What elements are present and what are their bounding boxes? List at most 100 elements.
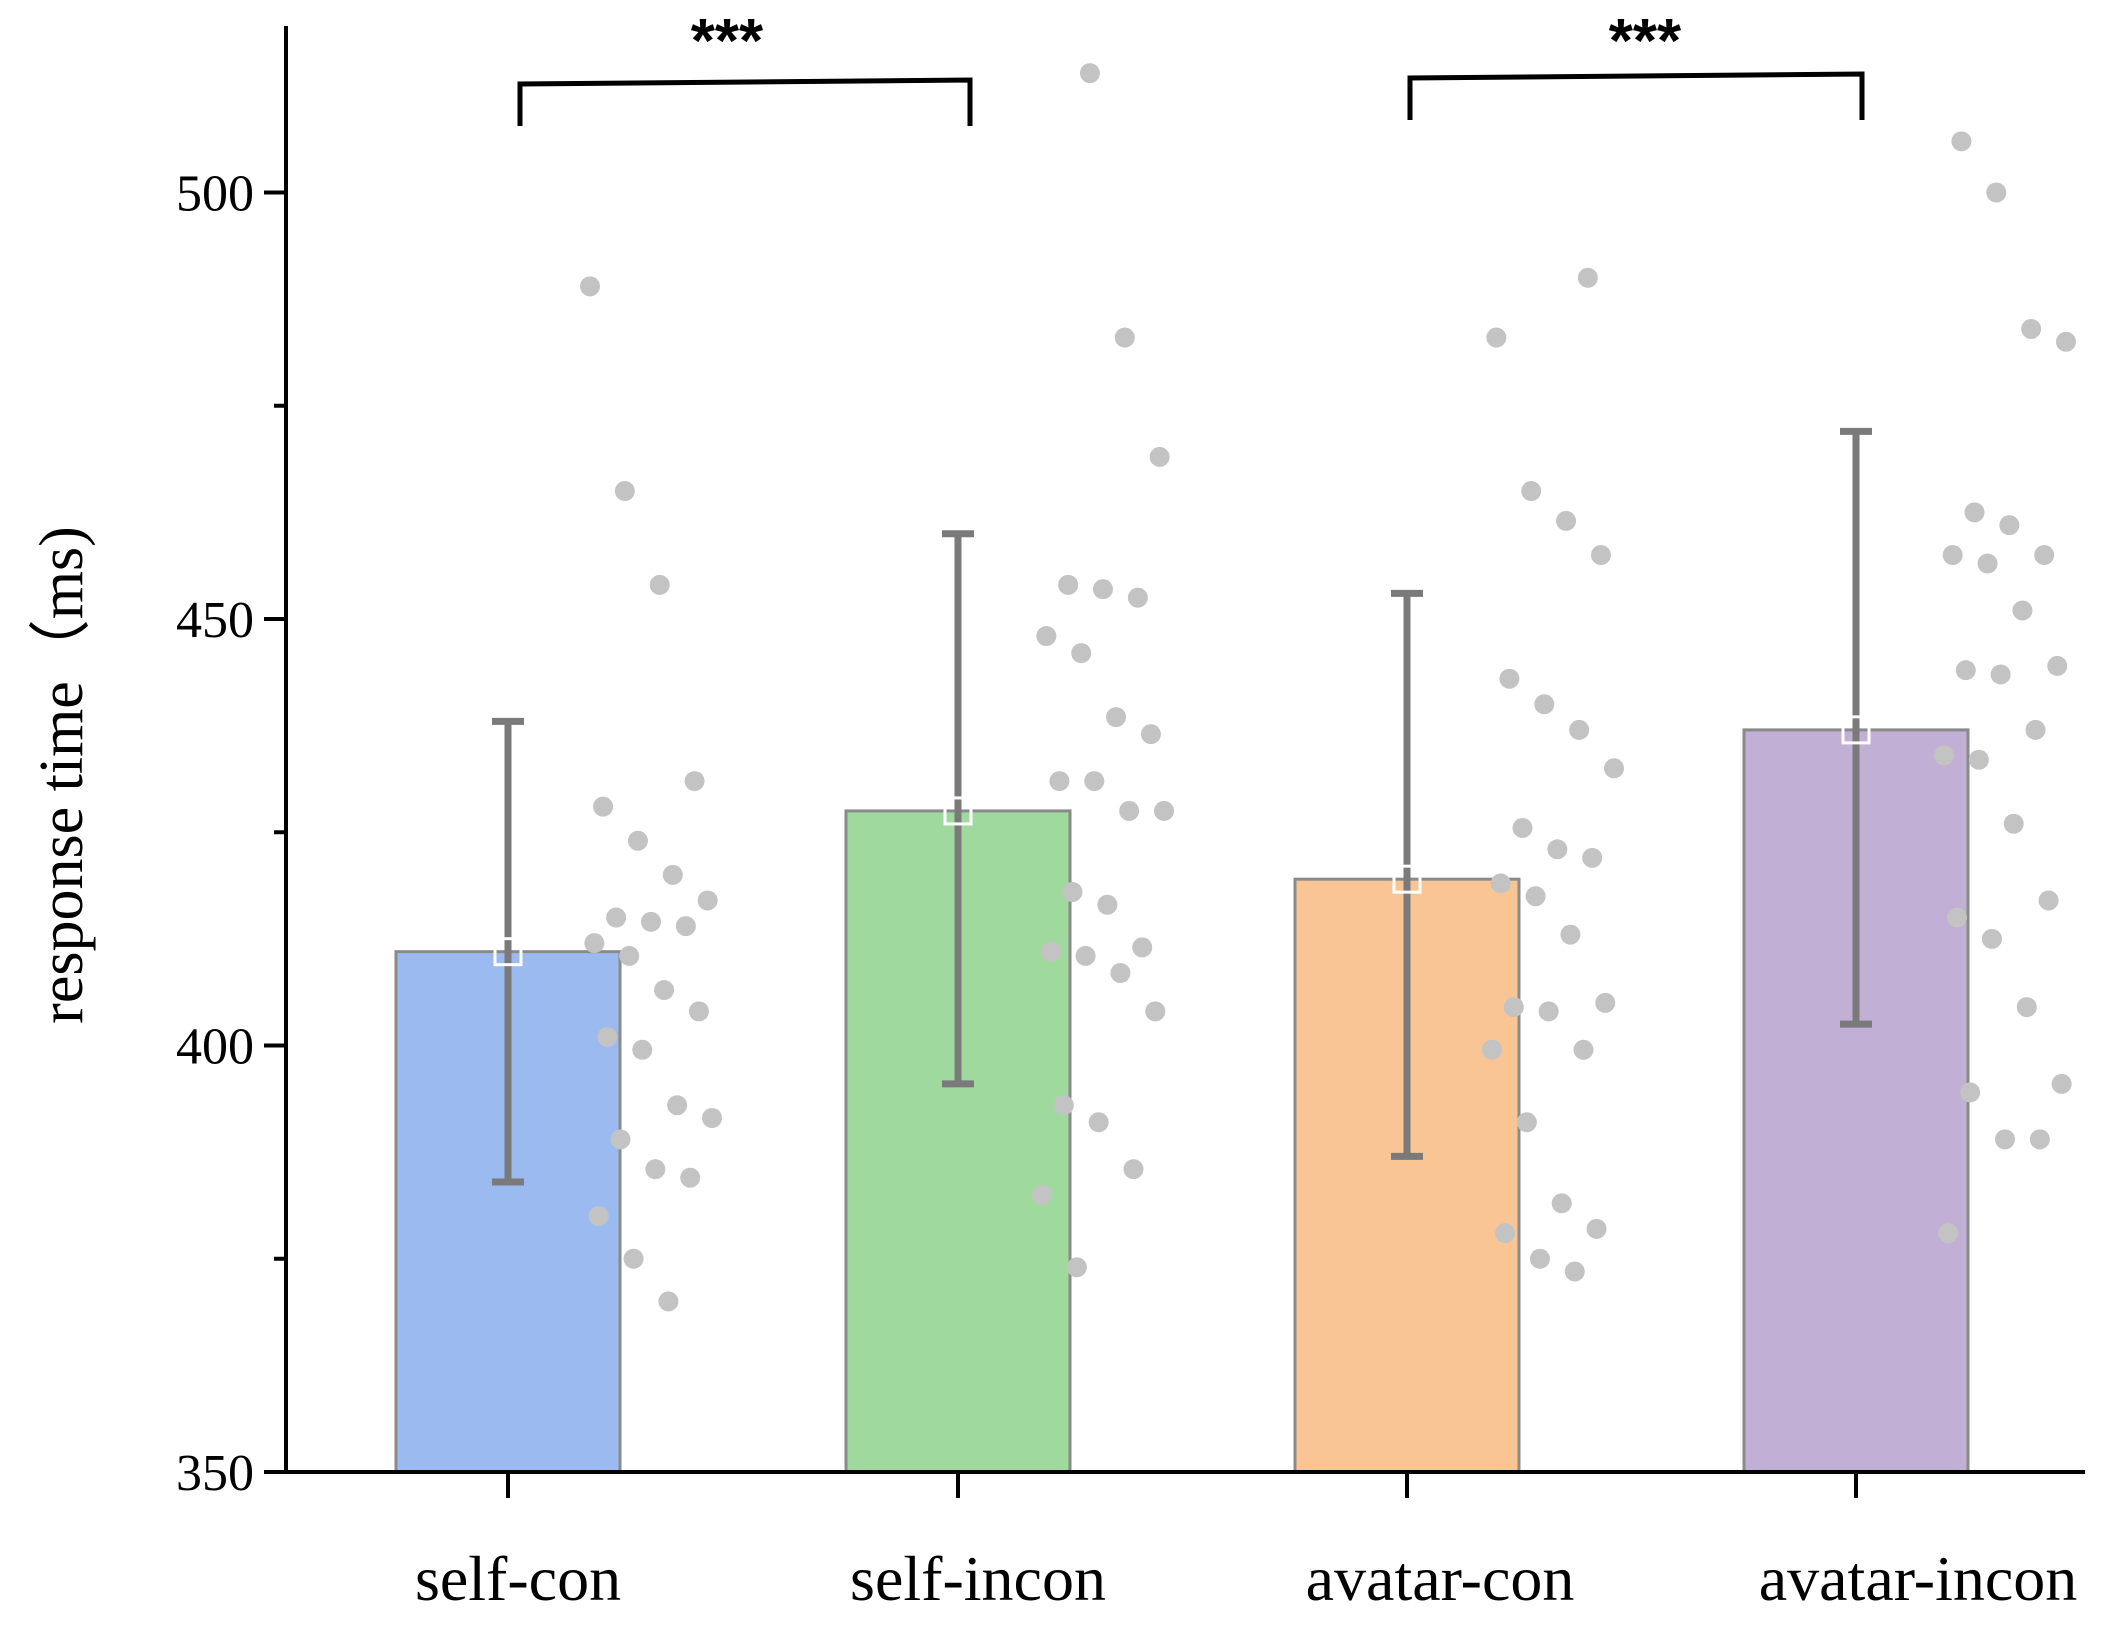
- data-point-self-incon: [1106, 707, 1127, 728]
- data-point-self-con: [702, 1108, 722, 1129]
- data-point-avatar-incon: [2021, 318, 2042, 339]
- data-point-avatar-con: [1529, 1248, 1550, 1269]
- data-point-avatar-incon: [1977, 553, 1998, 574]
- data-point-avatar-con: [1525, 886, 1546, 907]
- data-point-self-con: [580, 276, 600, 297]
- data-point-self-con: [610, 1129, 631, 1150]
- data-point-self-incon: [1058, 574, 1079, 595]
- data-point-avatar-con: [1490, 873, 1511, 894]
- data-point-self-con: [649, 574, 670, 595]
- data-point-avatar-incon: [1934, 745, 1954, 766]
- data-point-avatar-incon: [1947, 907, 1968, 928]
- mean-marker-self-incon: [943, 796, 973, 826]
- data-point-self-incon: [1084, 771, 1105, 792]
- data-point-self-incon: [1040, 941, 1061, 962]
- x-tick-label-avatar-con: avatar-con: [1306, 1543, 1575, 1614]
- data-point-self-con: [658, 1291, 679, 1312]
- y-tick-label-400: 400: [176, 1019, 254, 1076]
- data-point-avatar-incon: [1981, 928, 2002, 949]
- data-point-self-incon: [1049, 771, 1070, 792]
- data-point-self-con: [654, 980, 675, 1001]
- data-point-self-incon: [1127, 587, 1148, 608]
- data-point-self-con: [584, 933, 605, 954]
- scatter-points-layer: [580, 63, 2076, 1312]
- data-point-self-incon: [1119, 800, 1140, 821]
- data-point-self-incon: [1140, 724, 1161, 745]
- data-point-avatar-con: [1556, 510, 1577, 531]
- data-point-avatar-incon: [2012, 600, 2033, 621]
- data-point-self-incon: [1062, 881, 1083, 902]
- data-point-avatar-incon: [1995, 1129, 2015, 1150]
- data-point-avatar-incon: [1938, 1223, 1959, 1244]
- data-point-avatar-con: [1590, 545, 1611, 566]
- x-tick-label-self-con: self-con: [415, 1543, 621, 1614]
- error-bars-layer: [492, 427, 1872, 1186]
- data-point-avatar-incon: [2003, 813, 2024, 834]
- axes: 350 400 450 500 self-con self-incon avatar-con…: [176, 26, 2085, 1614]
- data-point-self-con: [675, 916, 696, 937]
- data-point-avatar-con: [1495, 1223, 1516, 1244]
- data-point-self-con: [614, 481, 635, 502]
- data-point-self-incon: [1123, 1159, 1144, 1180]
- data-point-avatar-con: [1486, 327, 1507, 348]
- data-point-self-con: [697, 890, 718, 911]
- significance-layer: *** ***: [517, 7, 1865, 126]
- data-point-self-incon: [1075, 945, 1096, 966]
- data-point-self-con: [662, 864, 683, 885]
- significance-bracket-2: [1407, 71, 1865, 120]
- data-point-self-incon: [1071, 643, 1092, 664]
- data-point-avatar-incon: [2047, 655, 2068, 676]
- data-point-avatar-incon: [2034, 545, 2055, 566]
- x-tick-label-avatar-incon: avatar-incon: [1759, 1543, 2078, 1614]
- data-point-avatar-incon: [1955, 660, 1976, 681]
- data-point-avatar-con: [1586, 1218, 1607, 1239]
- mean-marker-avatar-con: [1392, 864, 1422, 894]
- data-point-self-con: [641, 911, 661, 932]
- data-point-self-incon: [1149, 446, 1170, 467]
- data-point-self-con: [688, 1001, 709, 1022]
- data-point-avatar-incon: [2051, 1073, 2072, 1094]
- data-point-self-con: [645, 1159, 666, 1180]
- data-point-avatar-incon: [1964, 502, 1985, 523]
- data-point-self-incon: [1088, 1112, 1109, 1133]
- data-point-self-incon: [1154, 800, 1174, 821]
- data-point-avatar-con: [1560, 924, 1581, 945]
- data-point-avatar-con: [1551, 1193, 1572, 1214]
- data-point-avatar-incon: [2029, 1129, 2050, 1150]
- data-point-self-con: [632, 1039, 653, 1060]
- data-point-avatar-con: [1534, 694, 1555, 715]
- data-point-avatar-incon: [1990, 664, 2011, 685]
- data-point-avatar-con: [1521, 481, 1542, 502]
- mean-marker-self-con: [493, 937, 523, 967]
- data-point-avatar-con: [1538, 1001, 1559, 1022]
- data-point-self-con: [606, 907, 627, 928]
- data-point-avatar-con: [1564, 1261, 1585, 1282]
- data-point-avatar-incon: [1999, 515, 2020, 536]
- data-point-self-incon: [1066, 1257, 1087, 1278]
- data-point-avatar-incon: [1968, 749, 1989, 770]
- data-point-self-incon: [1079, 63, 1100, 84]
- y-tick-label-450: 450: [176, 592, 254, 649]
- data-point-avatar-incon: [1986, 182, 2007, 203]
- data-point-avatar-con: [1512, 817, 1533, 838]
- data-point-self-incon: [1036, 626, 1057, 647]
- data-point-avatar-incon: [2056, 331, 2076, 352]
- data-point-self-con: [619, 945, 640, 966]
- y-tick-label-500: 500: [176, 166, 254, 223]
- data-point-avatar-con: [1577, 267, 1598, 288]
- y-tick-label-350: 350: [176, 1445, 254, 1502]
- data-point-self-con: [593, 796, 614, 817]
- x-tick-label-self-incon: self-incon: [850, 1543, 1106, 1614]
- data-point-avatar-incon: [2025, 719, 2046, 740]
- data-point-self-con: [623, 1248, 644, 1269]
- data-point-self-incon: [1132, 937, 1153, 958]
- data-point-avatar-con: [1595, 992, 1616, 1013]
- significance-bracket-1: [517, 77, 973, 126]
- significance-label-2: ***: [1609, 7, 1682, 76]
- data-point-self-incon: [1053, 1095, 1074, 1116]
- data-point-avatar-incon: [1951, 131, 1972, 152]
- data-point-avatar-con: [1573, 1039, 1594, 1060]
- data-point-avatar-incon: [1960, 1082, 1981, 1103]
- data-point-avatar-incon: [1942, 545, 1963, 566]
- y-axis-title: response time（ms): [28, 526, 96, 1024]
